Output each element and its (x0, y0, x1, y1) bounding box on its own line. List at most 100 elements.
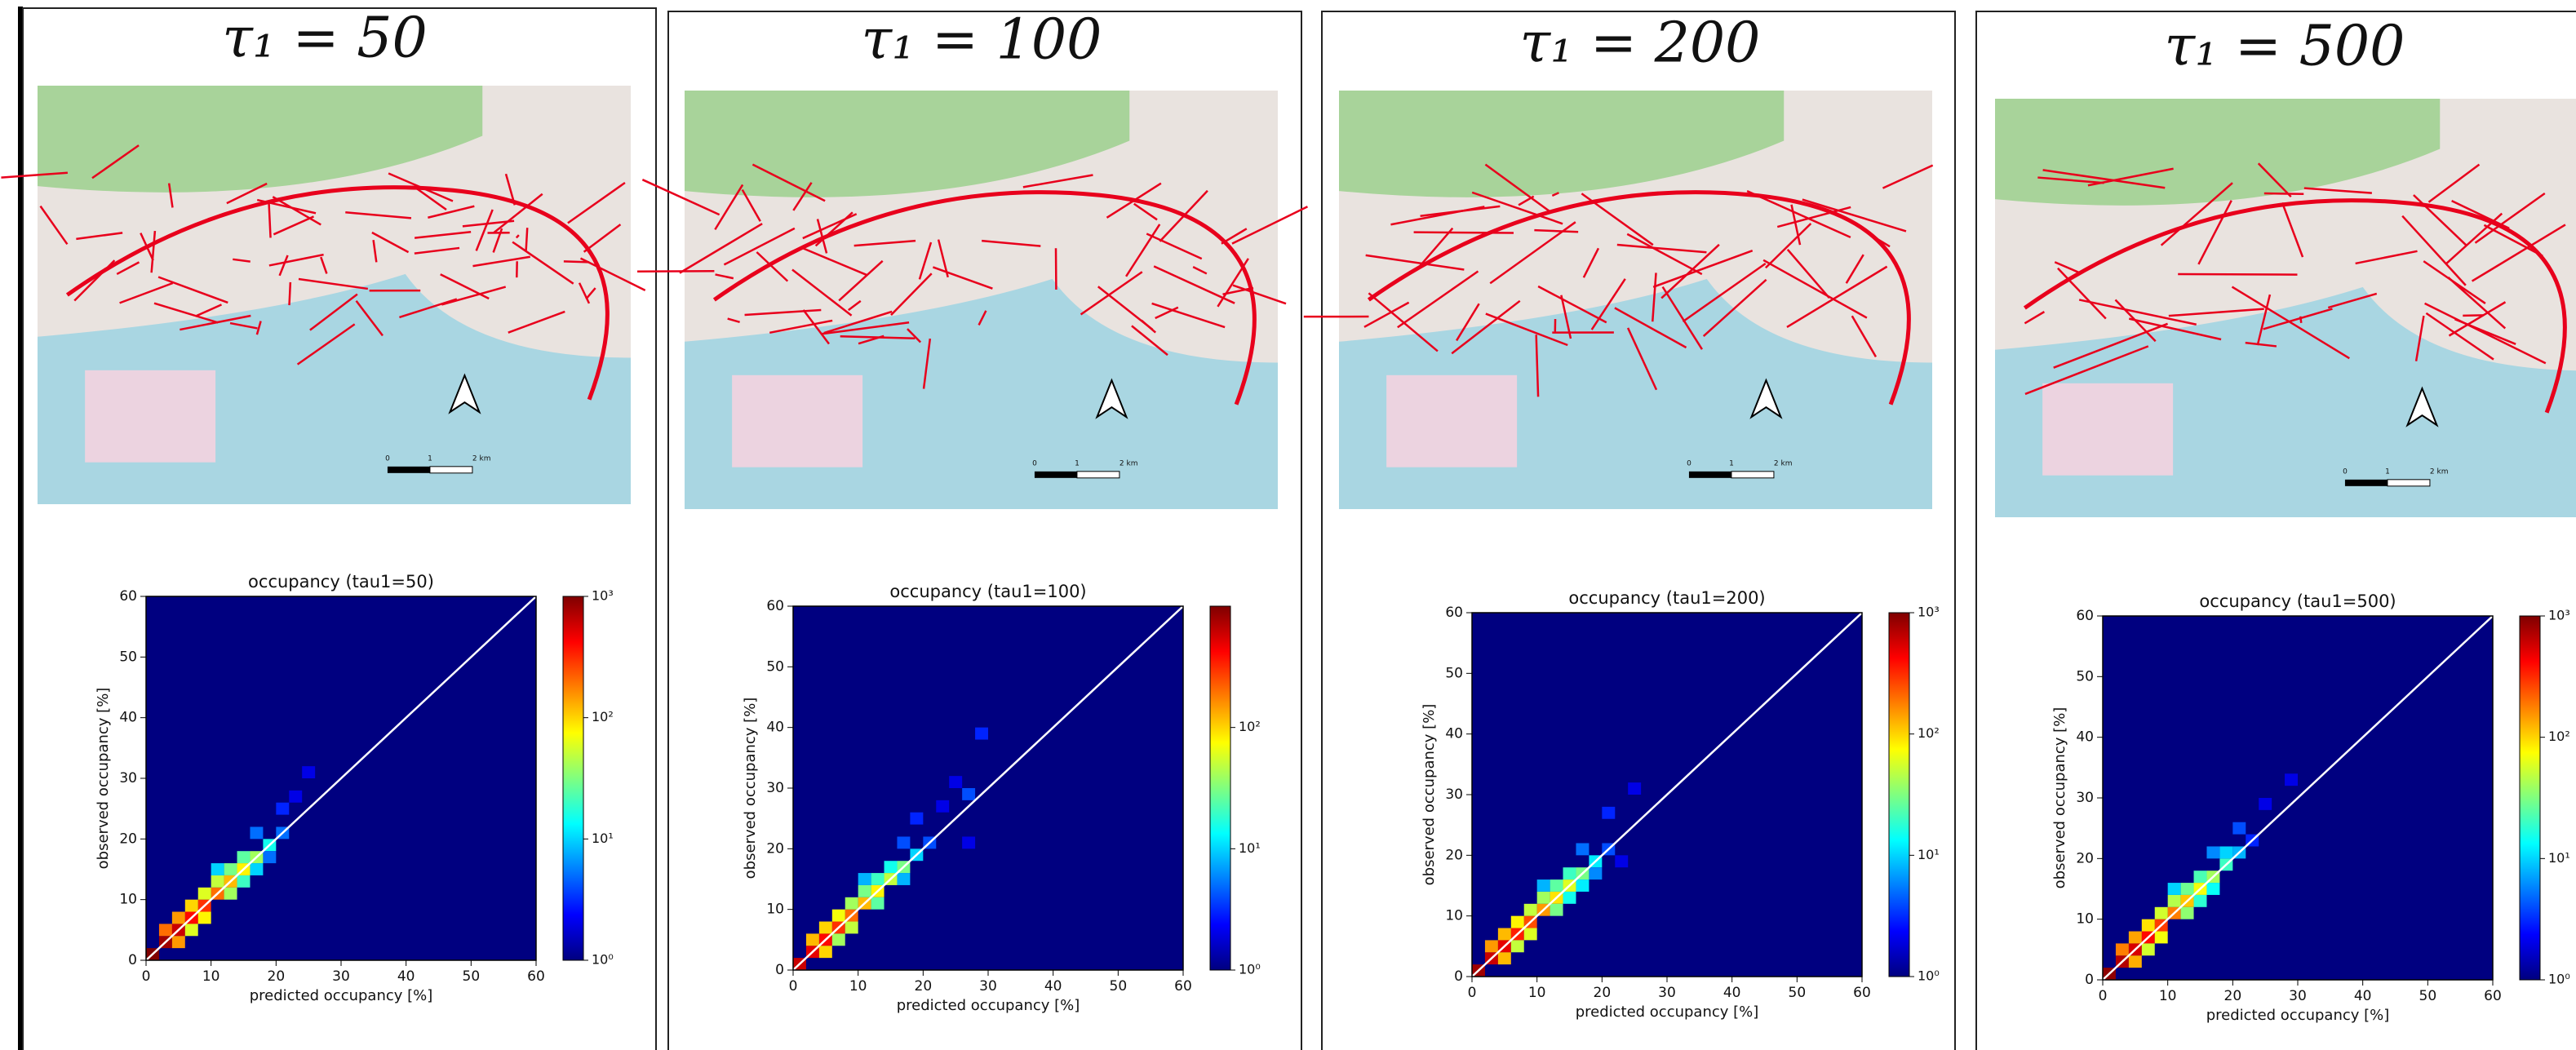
heatmap-cell (1524, 928, 1537, 941)
panel-heading: τ₁ = 100 (862, 8, 1102, 73)
heatmap-cell (2142, 943, 2155, 955)
y-tick-label: 20 (1445, 847, 1463, 863)
heatmap-cell (2142, 919, 2155, 932)
heatmap-cell (2206, 846, 2219, 858)
heatmap-cell (2181, 883, 2194, 895)
x-tick-label: 0 (1468, 985, 1477, 1001)
y-tick-label: 20 (766, 840, 784, 857)
y-axis-label: observed occupancy [%] (2051, 707, 2068, 889)
x-tick-label: 10 (849, 978, 867, 995)
panel-heading: τ₁ = 200 (1520, 11, 1761, 76)
heatmap-cell (1537, 892, 1550, 904)
scale-label: 1 (2385, 467, 2390, 476)
heatmap-cell (341, 706, 354, 718)
y-axis-label: observed occupancy [%] (1421, 704, 1438, 886)
x-tick-label: 20 (2224, 988, 2242, 1004)
heatmap-cell (2219, 846, 2232, 858)
heatmap-cell (1563, 867, 1576, 879)
heatmap-cell (2168, 895, 2181, 907)
panel-heading: τ₁ = 50 (222, 7, 428, 71)
x-tick-label: 40 (1723, 985, 1741, 1001)
x-tick-label: 10 (2159, 988, 2177, 1004)
heatmap-cell (1498, 928, 1511, 941)
heatmap-cell (819, 922, 832, 934)
colorbar-tick-label: 10¹ (1918, 847, 1940, 862)
y-axis-label: observed occupancy [%] (742, 698, 759, 879)
y-tick-label: 60 (119, 588, 137, 605)
y-tick-label: 50 (1445, 665, 1463, 681)
heatmap-cell (845, 922, 858, 934)
heatmap-cell (2155, 932, 2168, 944)
x-tick-label: 60 (2484, 988, 2502, 1004)
y-tick-label: 0 (128, 952, 137, 968)
heatmap-cell (2206, 883, 2219, 895)
colorbar-tick-label: 10⁰ (1239, 962, 1261, 977)
heatmap-cell (1511, 916, 1524, 928)
heatmap-cell (1628, 782, 1641, 795)
scale-label: 0 (385, 454, 390, 463)
scale-label: 2 km (1120, 459, 1138, 467)
scale-label: 1 (1075, 459, 1080, 467)
heatmap-cell (2194, 871, 2207, 883)
heatmap-cell (185, 924, 198, 936)
y-tick-label: 40 (2076, 729, 2094, 746)
x-tick-label: 50 (463, 968, 481, 985)
scale-label: 2 km (472, 454, 491, 463)
heatmap-cell (250, 826, 263, 839)
map-island (2042, 383, 2173, 476)
colorbar-tick-label: 10⁰ (592, 952, 614, 968)
scale-label: 1 (1729, 459, 1734, 467)
x-tick-label: 0 (789, 978, 798, 995)
heatmap-cell (923, 751, 936, 764)
y-tick-label: 40 (1445, 726, 1463, 742)
heatmap-cell (1576, 843, 1589, 855)
colorbar-tick-label: 10² (592, 709, 614, 724)
scale-bar-light (1077, 472, 1120, 478)
heatmap-cell (1485, 940, 1498, 952)
heatmap-cell (1511, 940, 1524, 952)
heatmap-cell (289, 791, 302, 803)
y-tick-label: 10 (2076, 911, 2094, 928)
heatmap-cell (224, 863, 237, 875)
heatmap-cell (962, 836, 975, 848)
heatmap-cell (211, 875, 224, 888)
heatmap-cell (315, 730, 328, 742)
heatmap-cell (1615, 855, 1628, 867)
y-tick-label: 50 (766, 658, 784, 675)
heatmap-cell (276, 803, 289, 815)
x-axis-label: predicted occupancy [%] (250, 987, 433, 1004)
heatmap-cell (211, 863, 224, 875)
scale-bar-light (2388, 480, 2430, 486)
y-tick-label: 40 (119, 710, 137, 726)
heatmap-cell (302, 766, 315, 778)
y-tick-label: 30 (1445, 786, 1463, 803)
x-tick-label: 0 (142, 968, 151, 985)
heatmap-cell (975, 728, 988, 740)
scale-bar-light (430, 467, 472, 473)
heatmap-cell (2168, 883, 2181, 895)
x-tick-label: 30 (979, 978, 997, 995)
heatmap-cell (858, 873, 871, 885)
heatmap-cell (936, 800, 949, 813)
scale-bar-dark (1035, 472, 1077, 478)
heatmap-cell (871, 873, 885, 885)
heatmap-cell (2129, 932, 2142, 944)
colorbar (1210, 606, 1230, 970)
x-tick-label: 50 (2419, 988, 2437, 1004)
heatmap-cell (1654, 819, 1667, 831)
scale-label: 0 (1687, 459, 1691, 467)
heatmap-cell (806, 933, 819, 946)
x-axis-label: predicted occupancy [%] (2206, 1007, 2390, 1024)
heatmap-cell (819, 946, 832, 958)
scale-bar-dark (1689, 472, 1731, 478)
colorbar-tick-label: 10¹ (592, 831, 614, 846)
heatmap-cell (198, 888, 211, 900)
heatmap-cell (2324, 738, 2337, 750)
heatmap-cell (2194, 895, 2207, 907)
x-tick-label: 60 (527, 968, 545, 985)
x-tick-label: 0 (2099, 988, 2108, 1004)
heatmap-cell (1602, 807, 1615, 819)
map-link (526, 228, 528, 250)
heatmap-cell (910, 813, 923, 825)
